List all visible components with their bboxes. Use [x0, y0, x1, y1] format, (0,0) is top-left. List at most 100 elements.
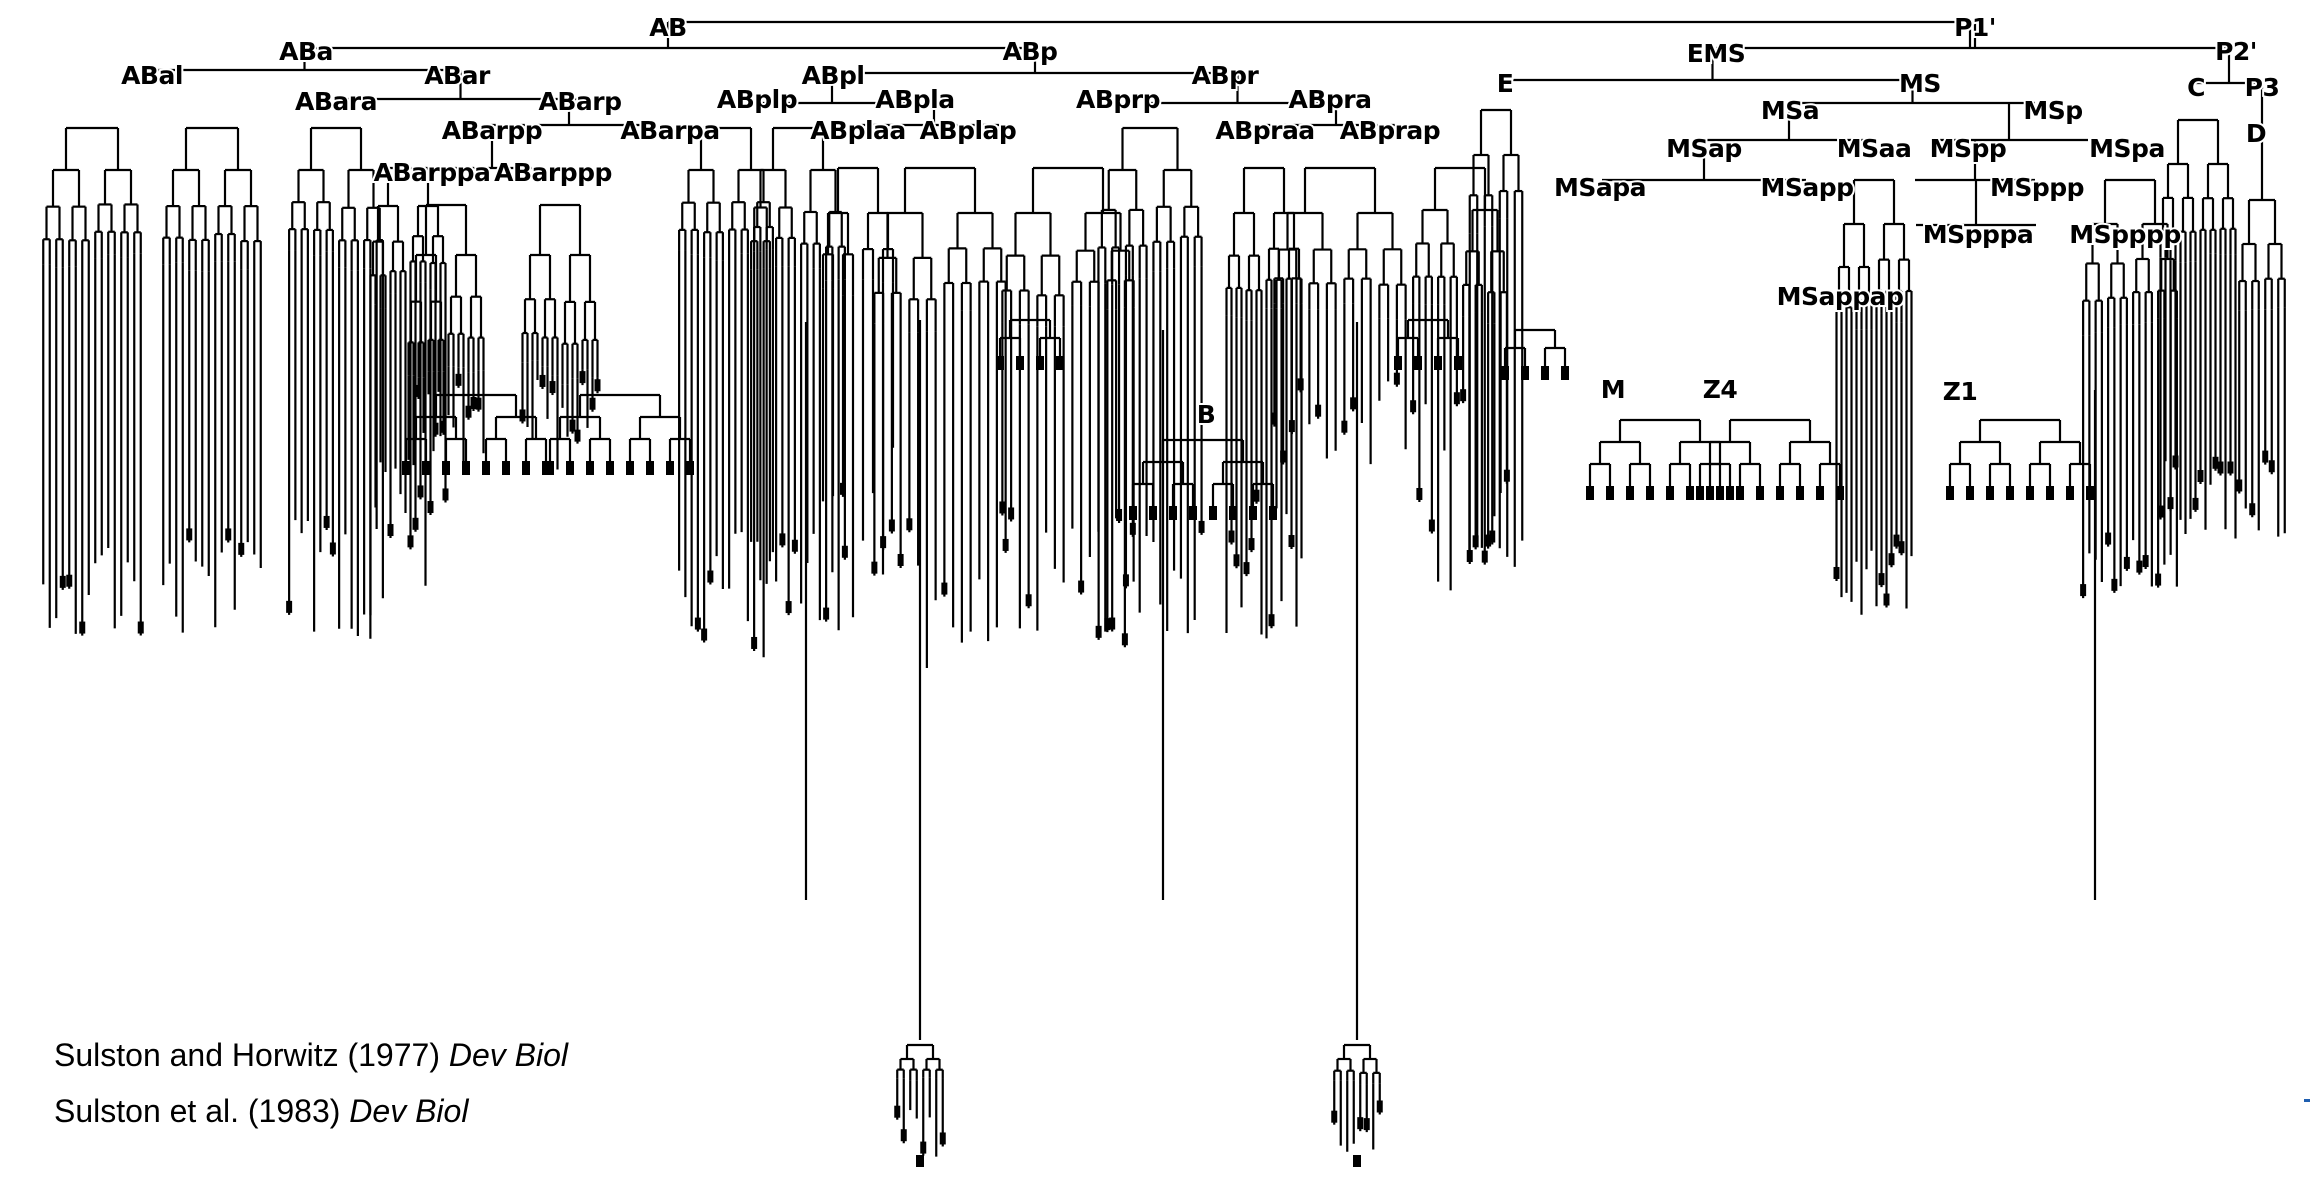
lineage-label-abarppp: ABarppp [494, 158, 612, 187]
lineage-label-b: B [1197, 400, 1216, 429]
terminal-block [2197, 470, 2204, 483]
terminal-block [1393, 372, 1400, 385]
terminal-block [1666, 486, 1674, 500]
terminal-block [894, 1105, 901, 1118]
terminal-block [549, 381, 556, 394]
terminal-block [1149, 506, 1157, 520]
terminal-block [1109, 617, 1116, 630]
citation-1-authors: Sulston and Horwitz (1977) [54, 1037, 449, 1073]
lineage-label-msa: MSa [1761, 96, 1819, 125]
terminal-block [1561, 366, 1569, 380]
terminal-block [1501, 366, 1509, 380]
terminal-block [1229, 506, 1237, 520]
terminal-block [186, 528, 193, 541]
terminal-block [2111, 578, 2118, 591]
terminal-block [1586, 486, 1594, 500]
terminal-block [470, 397, 477, 410]
terminal-block [225, 528, 232, 541]
lineage-label-ems: EMS [1687, 39, 1745, 68]
terminal-block [1893, 534, 1900, 547]
terminal-block [1521, 366, 1529, 380]
lineage-label-abar: ABar [424, 61, 491, 90]
lineage-label-abpraa: ABpraa [1215, 116, 1314, 145]
terminal-block [546, 461, 554, 475]
terminal-blocks [59, 356, 2275, 1167]
terminal-block [79, 621, 86, 634]
terminal-block [2236, 479, 2243, 492]
terminal-block [566, 461, 574, 475]
lineage-label-msppp: MSppp [1990, 173, 2084, 202]
lineage-label-msaa: MSaa [1837, 134, 1912, 163]
terminal-block [1986, 486, 1994, 500]
terminal-block [2066, 486, 2074, 500]
terminal-block [432, 422, 439, 435]
terminal-block [785, 601, 792, 614]
terminal-block [686, 461, 694, 475]
terminal-block [2212, 456, 2219, 469]
terminal-block [1460, 389, 1467, 402]
terminal-block [1816, 486, 1824, 500]
lineage-label-abprap: ABprap [1340, 116, 1440, 145]
terminal-block [2086, 486, 2094, 500]
terminal-block [1796, 486, 1804, 500]
terminal-block [823, 607, 830, 620]
terminal-block [1341, 420, 1348, 433]
terminal-block [941, 582, 948, 595]
terminal-block [1966, 486, 1974, 500]
terminal-block [1016, 356, 1024, 370]
terminal-block [1736, 486, 1744, 500]
terminal-block [1297, 378, 1304, 391]
terminal-block [1002, 538, 1009, 551]
terminal-block [519, 409, 526, 422]
lineage-label-e: E [1497, 69, 1514, 98]
terminal-block [1288, 420, 1295, 433]
lineage-label-msapp: MSapp [1760, 173, 1853, 202]
terminal-block [2006, 486, 2014, 500]
lineage-label-abprp: ABprp [1076, 85, 1160, 114]
terminal-block [412, 517, 419, 530]
terminal-block [329, 542, 336, 555]
terminal-block [1078, 580, 1085, 593]
terminal-block [751, 636, 758, 649]
terminal-block [137, 621, 144, 634]
terminal-block [939, 1132, 946, 1145]
lineage-label-mspa: MSpa [2089, 134, 2165, 163]
terminal-block [1129, 522, 1136, 535]
terminal-block [238, 542, 245, 555]
terminal-block [1716, 486, 1724, 500]
terminal-block [1353, 1155, 1361, 1167]
terminal-block [646, 461, 654, 475]
terminal-block [1025, 594, 1032, 607]
lineage-label-msap: MSap [1666, 134, 1742, 163]
terminal-block [1233, 554, 1240, 567]
lineage-label-z4: Z4 [1703, 375, 1738, 404]
terminal-block [1428, 519, 1435, 532]
lineage-label-abarpp: ABarpp [442, 116, 542, 145]
terminal-block [589, 397, 596, 410]
terminal-block [666, 461, 674, 475]
terminal-block [701, 628, 708, 641]
terminal-block [462, 461, 470, 475]
terminal-block [465, 405, 472, 418]
terminal-block [1036, 356, 1044, 370]
lineage-label-p1: P1' [1954, 13, 1996, 42]
terminal-block [1606, 486, 1614, 500]
terminal-block [2026, 486, 2034, 500]
terminal-block [916, 1155, 924, 1167]
terminal-block [841, 545, 848, 558]
terminal-block [402, 461, 410, 475]
terminal-block [1129, 506, 1137, 520]
terminal-block [694, 617, 701, 630]
terminal-block [999, 501, 1006, 514]
terminal-block [1357, 1117, 1364, 1130]
terminal-block [286, 600, 293, 613]
terminal-block [1288, 535, 1295, 548]
lineage-label-abplap: ABplap [920, 116, 1017, 145]
terminal-block [1453, 392, 1460, 405]
terminal-block [2268, 460, 2275, 473]
lineage-label-c: C [2187, 73, 2205, 102]
terminal-block [1434, 356, 1442, 370]
lineage-label-mspppp: MSpppp [2069, 220, 2180, 249]
terminal-block [427, 501, 434, 514]
terminal-block [1416, 487, 1423, 500]
